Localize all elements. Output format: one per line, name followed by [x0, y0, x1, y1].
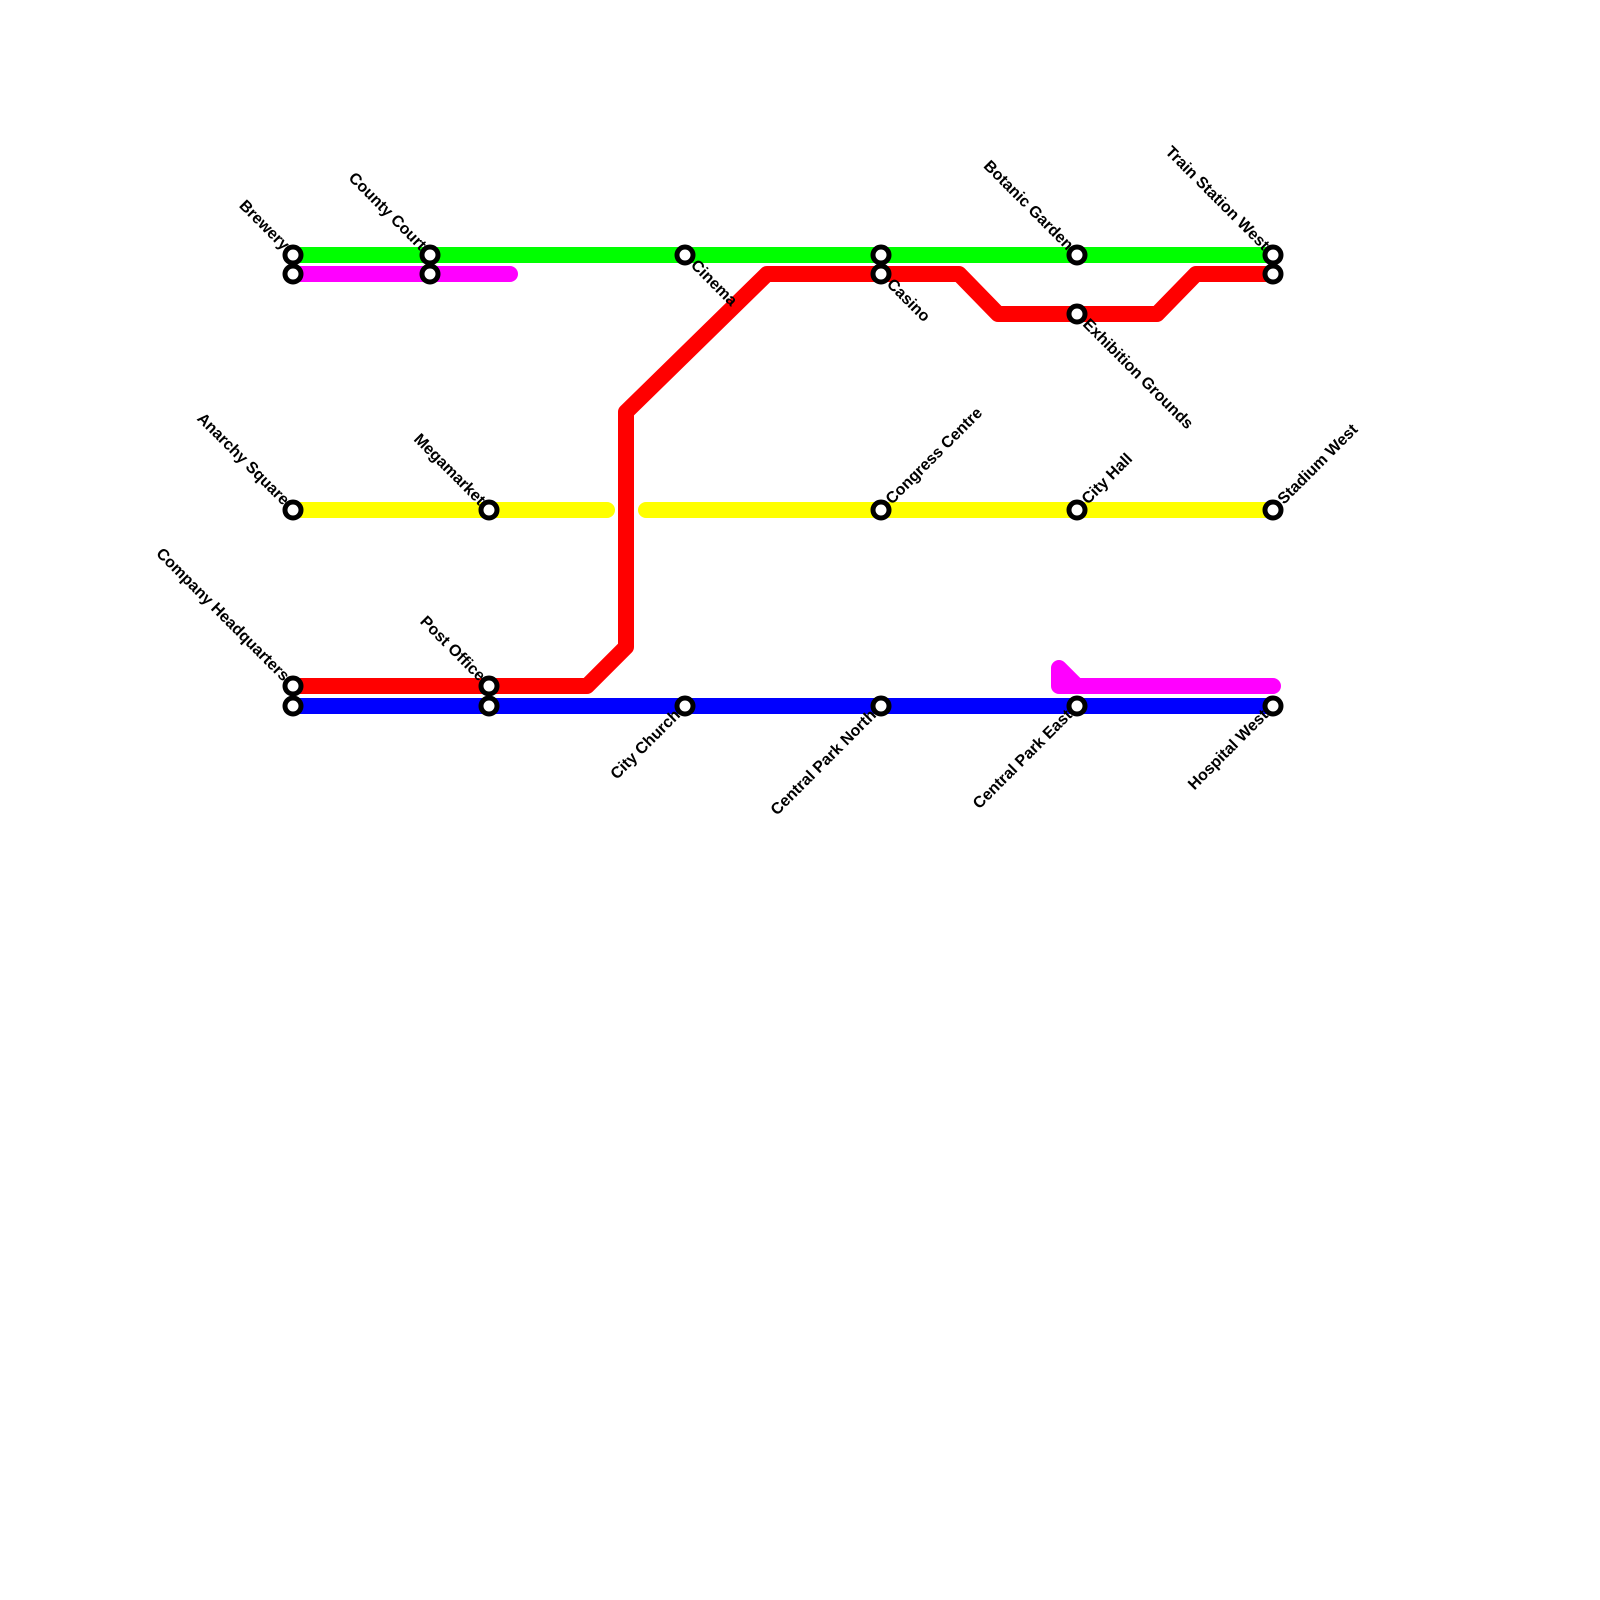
station-label: Megamarket	[410, 431, 489, 510]
station-marker	[870, 695, 892, 717]
station-label: Central Park East	[970, 706, 1076, 812]
station-marker	[419, 244, 441, 266]
magenta-line	[1051, 660, 1281, 694]
station-label: Brewery	[236, 197, 293, 254]
station-marker	[1262, 244, 1284, 266]
station-marker	[870, 244, 892, 266]
station-label: County Court	[345, 170, 430, 255]
station-label: Stadium West	[1275, 421, 1362, 508]
station-label: Casino	[883, 276, 933, 326]
station-marker	[870, 499, 892, 521]
station-marker	[674, 244, 696, 266]
station-marker	[478, 499, 500, 521]
station-marker	[1262, 695, 1284, 717]
station-label: Anarchy Square	[193, 410, 292, 509]
station-label: Botanic Garden	[980, 158, 1076, 254]
station-marker	[419, 263, 441, 285]
station-label: Company Headquarters	[153, 545, 293, 685]
station-marker	[674, 695, 696, 717]
station-marker	[1066, 499, 1088, 521]
station-marker	[282, 675, 304, 697]
station-marker	[1066, 695, 1088, 717]
station-label: Cinema	[687, 257, 740, 310]
station-labels: Brewery County Court Cinema Casino Botanic G…	[153, 143, 1362, 818]
station-marker	[282, 263, 304, 285]
station-label: Congress Centre	[883, 405, 986, 508]
station-marker	[1262, 499, 1284, 521]
station-marker	[1066, 303, 1088, 325]
station-label: Central Park North	[768, 707, 880, 819]
station-label: Exhibition Grounds	[1079, 316, 1196, 433]
station-marker	[478, 695, 500, 717]
station-label: City Church	[608, 707, 684, 783]
station-marker	[1262, 263, 1284, 285]
station-marker	[282, 499, 304, 521]
station-marker	[870, 263, 892, 285]
station-label: City Hall	[1079, 451, 1136, 508]
red-line	[285, 266, 1281, 694]
station-marker	[478, 675, 500, 697]
station-marker	[1066, 244, 1088, 266]
station-label: Hospital West	[1185, 706, 1272, 793]
station-label: Post Office	[416, 613, 488, 685]
station-label: Train Station West	[1162, 143, 1273, 254]
stations	[282, 244, 1284, 717]
station-marker	[282, 244, 304, 266]
station-marker	[282, 695, 304, 717]
